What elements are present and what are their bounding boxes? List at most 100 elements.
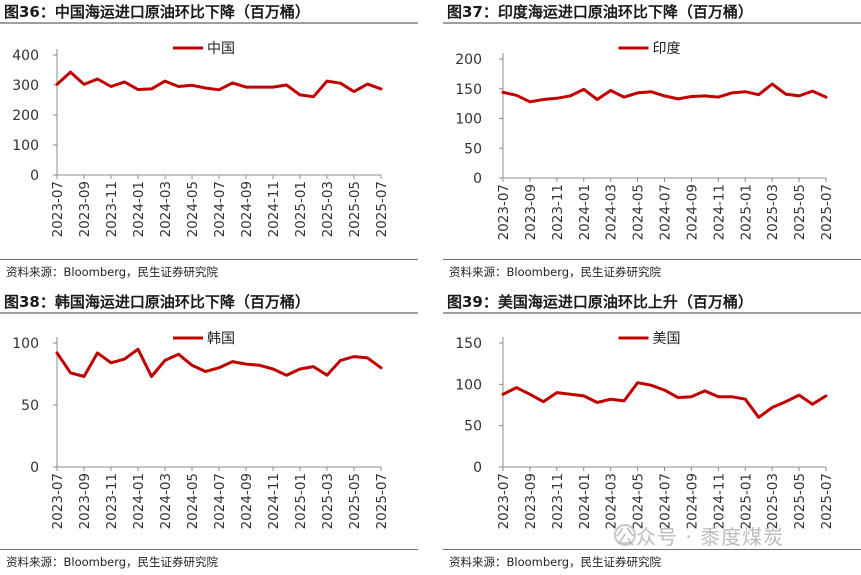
x-tick-label: 2023-07 — [496, 473, 512, 529]
chart-panel-korea: 图38：韩国海运进口原油环比下降（百万桶） 0 50 100 2023-07 2023-… — [0, 290, 424, 575]
x-tick-label: 2023-07 — [496, 184, 512, 240]
x-tick-label: 2025-05 — [792, 473, 808, 529]
line-chart-china: 0 100 200 300 400 2023-07 2023-09 2023-11 2024-0… — [12, 41, 390, 237]
x-tick-label: 2023-07 — [50, 181, 66, 237]
x-tick-label: 2024-01 — [577, 473, 593, 529]
y-tick-label: 50 — [21, 398, 39, 414]
x-tick-label: 2025-05 — [792, 184, 808, 240]
line-chart-korea: 0 50 100 2023-07 2023-09 2023-11 2024-01 2024-0… — [12, 331, 390, 529]
x-tick-label: 2024-07 — [658, 473, 674, 529]
x-tick-label: 2025-05 — [347, 473, 363, 529]
title-rule — [0, 312, 418, 314]
x-tick-label: 2024-05 — [185, 181, 201, 237]
x-tick-label: 2024-09 — [684, 473, 700, 529]
y-tick-label: 400 — [12, 48, 39, 64]
y-tick-label: 100 — [12, 138, 39, 154]
title-rule — [0, 22, 418, 24]
series-line — [501, 381, 828, 419]
x-tick-label: 2025-07 — [819, 184, 835, 240]
y-tick-label: 0 — [473, 460, 482, 476]
chart-title: 图37：印度海运进口原油环比下降（百万桶） — [447, 3, 753, 21]
source-rule — [443, 549, 861, 550]
x-tick-label: 2024-09 — [684, 184, 700, 240]
x-tick-label: 2025-03 — [765, 473, 781, 529]
x-tick-label: 2025-07 — [819, 473, 835, 529]
chart-title: 图38：韩国海运进口原油环比下降（百万桶） — [4, 293, 310, 311]
y-tick-label: 100 — [12, 336, 39, 352]
source-rule — [0, 259, 418, 260]
x-tick-label: 2024-09 — [239, 181, 255, 237]
legend-label: 印度 — [653, 41, 681, 57]
y-tick-label: 50 — [464, 419, 482, 435]
x-tick-label: 2024-11 — [711, 184, 727, 240]
x-tick-label: 2024-09 — [239, 473, 255, 529]
x-tick-label: 2023-09 — [523, 473, 539, 529]
x-tick-label: 2024-03 — [604, 473, 620, 529]
x-tick-label: 2025-01 — [738, 184, 754, 240]
legend-label: 美国 — [653, 331, 681, 347]
chart-panel-usa: 图39：美国海运进口原油环比上升（百万桶） 0 50 100 150 2023-07 20… — [443, 290, 861, 575]
x-tick-label: 2025-03 — [765, 184, 781, 240]
line-chart-india: 0 50 100 150 200 2023-07 2023-09 2023-11 2024-01… — [455, 41, 835, 240]
x-tick-label: 2025-01 — [293, 473, 309, 529]
x-tick-label: 2023-11 — [104, 181, 120, 237]
series-line — [501, 82, 828, 104]
title-rule — [443, 312, 861, 314]
y-tick-label: 50 — [464, 141, 482, 157]
watermark: 公众号 · 黍度煤炭 — [615, 525, 785, 549]
y-tick-label: 200 — [12, 108, 39, 124]
x-tick-label: 2025-07 — [374, 181, 390, 237]
chart-title: 图39：美国海运进口原油环比上升（百万桶） — [447, 293, 753, 311]
x-tick-label: 2023-07 — [50, 473, 66, 529]
x-tick-label: 2025-05 — [347, 181, 363, 237]
line-chart-usa: 0 50 100 150 2023-07 2023-09 2023-11 2024-01 202… — [455, 331, 835, 529]
source-note: 资料来源：Bloomberg，民生证券研究院 — [6, 265, 219, 279]
y-tick-label: 150 — [455, 336, 482, 352]
y-tick-label: 150 — [455, 82, 482, 98]
series-line — [55, 70, 383, 99]
x-tick-label: 2025-01 — [293, 181, 309, 237]
x-tick-label: 2024-11 — [266, 473, 282, 529]
x-tick-label: 2025-03 — [320, 473, 336, 529]
x-tick-label: 2025-01 — [738, 473, 754, 529]
x-tick-label: 2023-09 — [77, 181, 93, 237]
legend-label: 韩国 — [207, 331, 235, 347]
x-tick-label: 2024-07 — [212, 181, 228, 237]
chart-panel-china: 图36：中国海运进口原油环比下降（百万桶） 0 100 200 300 400 2023-… — [0, 0, 424, 285]
x-tick-label: 2024-03 — [158, 473, 174, 529]
y-tick-label: 0 — [30, 460, 39, 476]
source-rule — [0, 549, 418, 550]
x-tick-label: 2024-05 — [185, 473, 201, 529]
x-tick-label: 2024-03 — [604, 184, 620, 240]
y-tick-label: 200 — [455, 52, 482, 68]
x-tick-label: 2023-11 — [550, 473, 566, 529]
chart-panel-india: 图37：印度海运进口原油环比下降（百万桶） 0 50 100 150 200 2023-0… — [443, 0, 861, 285]
x-tick-label: 2024-05 — [631, 184, 647, 240]
chart-title: 图36：中国海运进口原油环比下降（百万桶） — [4, 3, 310, 21]
series-line — [55, 347, 383, 378]
watermark-logo-icon — [614, 524, 636, 546]
x-tick-label: 2024-01 — [131, 181, 147, 237]
source-note: 资料来源：Bloomberg，民生证券研究院 — [449, 555, 662, 569]
x-tick-label: 2024-01 — [577, 184, 593, 240]
x-tick-label: 2023-09 — [523, 184, 539, 240]
x-tick-label: 2025-07 — [374, 473, 390, 529]
source-rule — [443, 259, 861, 260]
x-tick-label: 2023-11 — [104, 473, 120, 529]
x-tick-label: 2024-05 — [631, 473, 647, 529]
y-tick-label: 300 — [12, 78, 39, 94]
y-tick-label: 100 — [455, 112, 482, 128]
x-tick-label: 2024-03 — [158, 181, 174, 237]
x-tick-label: 2024-07 — [658, 184, 674, 240]
x-tick-label: 2025-03 — [320, 181, 336, 237]
y-tick-label: 0 — [30, 168, 39, 184]
y-tick-label: 0 — [473, 171, 482, 187]
x-tick-label: 2023-09 — [77, 473, 93, 529]
title-rule — [443, 22, 861, 24]
source-note: 资料来源：Bloomberg，民生证券研究院 — [449, 265, 662, 279]
x-tick-label: 2024-11 — [711, 473, 727, 529]
x-tick-label: 2024-07 — [212, 473, 228, 529]
x-tick-label: 2024-11 — [266, 181, 282, 237]
source-note: 资料来源：Bloomberg，民生证券研究院 — [6, 555, 219, 569]
y-tick-label: 100 — [455, 377, 482, 393]
